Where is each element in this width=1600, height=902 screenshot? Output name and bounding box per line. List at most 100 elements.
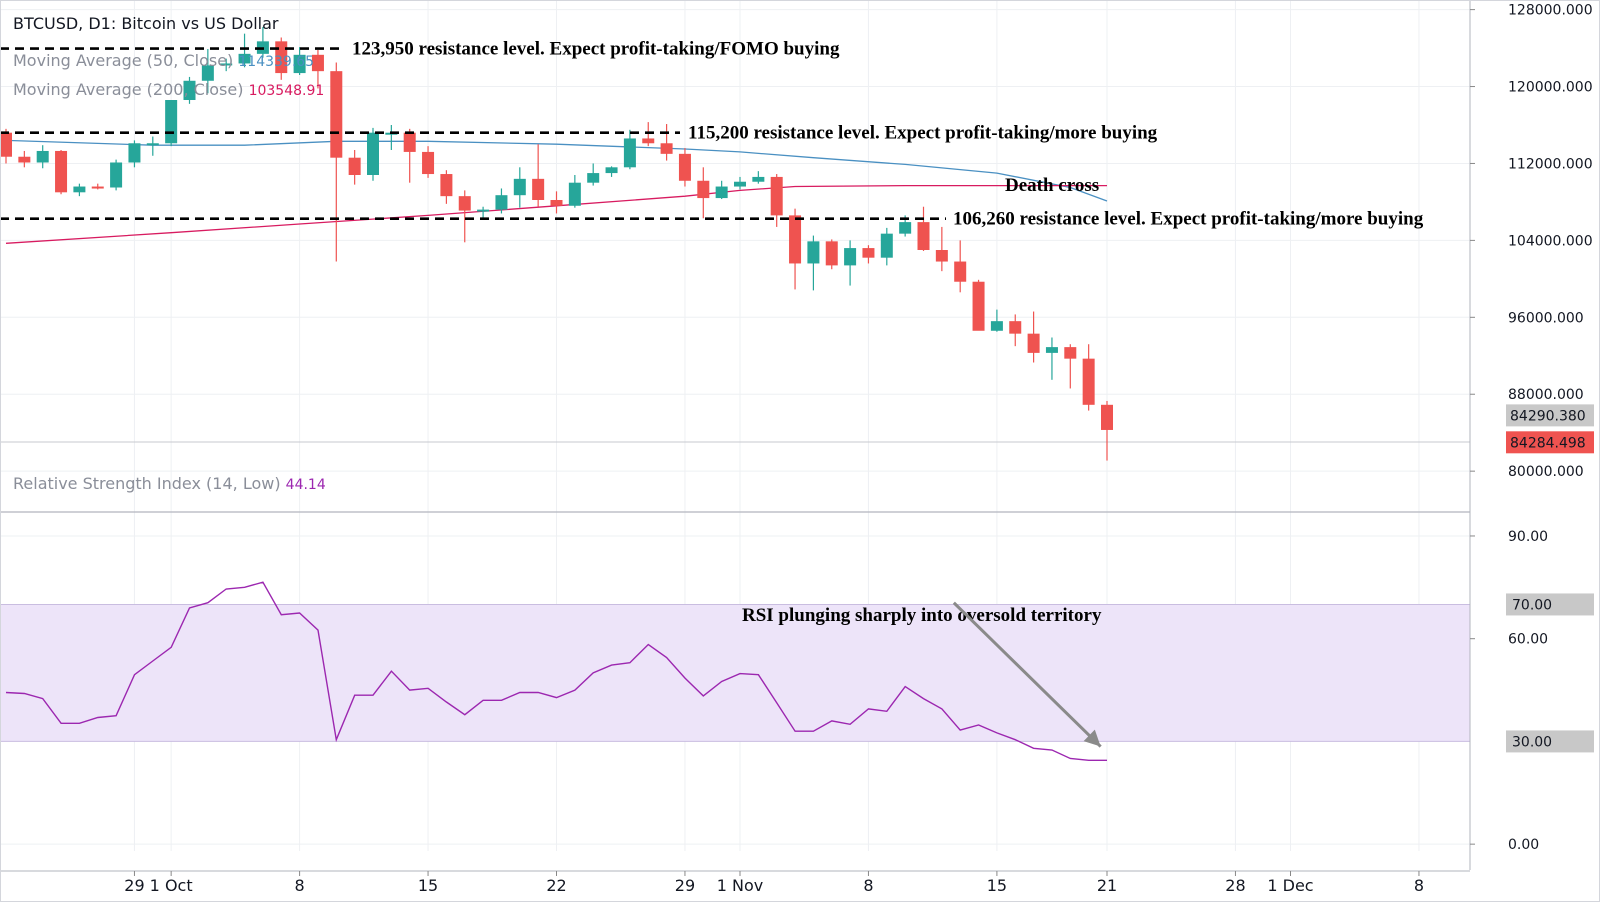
price-axis-label: 96000.000 (1508, 310, 1584, 326)
candle-body (18, 156, 31, 163)
candle (238, 33, 251, 68)
candle-body (880, 233, 893, 258)
candle-body (91, 186, 104, 189)
candle-body (477, 209, 490, 212)
ma200-legend-label: Moving Average (200, Close) (13, 80, 244, 99)
candle-body (220, 63, 233, 66)
candle (954, 240, 967, 293)
price-axis-label: 128000.000 (1508, 3, 1593, 19)
candle-body (183, 80, 196, 100)
candle (1064, 344, 1077, 389)
candle (513, 167, 526, 208)
candle (146, 136, 159, 156)
candle-body (568, 182, 581, 206)
candle (311, 50, 324, 89)
candle (605, 166, 618, 177)
time-axis-label: 8 (1414, 876, 1424, 895)
time-axis-label: 1 Nov (717, 876, 764, 895)
candle (477, 206, 490, 219)
price-axis-label: 88000.000 (1508, 387, 1584, 403)
candle (165, 100, 178, 147)
candle (550, 191, 563, 214)
candle (587, 163, 600, 186)
candle (1045, 337, 1058, 380)
candle-body (752, 176, 765, 182)
candle-body (238, 53, 251, 64)
candle (385, 125, 398, 150)
candle-body (623, 138, 636, 168)
price-tag-box (1506, 431, 1594, 454)
rsi-arrow-shaft (952, 601, 1102, 748)
annotations: Death cross RSI plunging sharply into ove… (742, 175, 1102, 748)
rsi-polyline (5, 581, 1107, 761)
resistance-label: 115,200 resistance level. Expect profit-… (688, 123, 1158, 144)
candle-body (789, 215, 802, 264)
candle-body (715, 186, 728, 199)
price-axis-label: 80000.000 (1508, 464, 1584, 480)
rsi-band-tag-label: 30.00 (1512, 734, 1552, 750)
candle (862, 245, 875, 264)
time-axis-label: 29 (675, 876, 695, 895)
candle-body (605, 167, 618, 174)
candle (201, 49, 214, 94)
chart-title: BTCUSD, D1: Bitcoin vs US Dollar (13, 14, 279, 33)
candle (1101, 400, 1113, 461)
time-axis: 29 1 Oct 8 15 22 29 1 Nov 8 15 21 28 1 Dec 8 (124, 871, 1424, 895)
candle (403, 128, 416, 183)
candle-body (110, 162, 123, 188)
candle (807, 235, 820, 291)
candle (917, 206, 930, 251)
time-axis-label: 8 (295, 876, 305, 895)
candle-body (642, 138, 655, 144)
time-axis-label: 29 (124, 876, 144, 895)
candle-body (0, 132, 12, 157)
candle (734, 176, 746, 190)
candle-body (36, 150, 49, 163)
resistance-label: 106,260 resistance level. Expect profit-… (953, 209, 1424, 230)
rsi-band-tag-box (1506, 593, 1594, 616)
rsi-band-fill (0, 604, 1470, 742)
candle-body (422, 151, 435, 175)
candle (348, 150, 361, 185)
candle-body (440, 174, 453, 197)
candle-body (55, 150, 68, 193)
candle (18, 150, 31, 168)
price-tag-box (1506, 404, 1594, 427)
ma200-legend-value: 103548.91 (248, 83, 325, 99)
candle (880, 227, 893, 266)
ma50-legend-label: Moving Average (50, Close) (13, 51, 234, 70)
rsi-legend: Relative Strength Index (14, Low) 44.14 (13, 474, 326, 493)
candle-body (1082, 358, 1095, 405)
candle-body (807, 241, 820, 264)
rsi-band-tag-box (1506, 730, 1594, 753)
candle (715, 180, 728, 200)
candle-body (660, 143, 673, 154)
candle-body (330, 71, 343, 158)
price-axis-label: 120000.000 (1508, 80, 1593, 96)
candle-body (990, 321, 1003, 331)
candle-body (73, 186, 86, 193)
candle-body (1064, 347, 1077, 359)
candle-body (201, 65, 214, 81)
candle (293, 47, 306, 75)
rsi-axis-label: 90.00 (1508, 529, 1548, 545)
candle-body (917, 222, 930, 250)
candle (623, 129, 636, 170)
resistance-label: 123,950 resistance level. Expect profit-… (352, 39, 840, 60)
rsi-band-tag-label: 70.00 (1512, 597, 1552, 613)
price-axis-label: 104000.000 (1508, 233, 1593, 249)
candle-body (513, 178, 526, 196)
rsi-line (5, 581, 1107, 761)
price-axis: 80000.000 88000.000 96000.000 104000.000 112… (1470, 3, 1594, 853)
candle (73, 183, 86, 197)
candle (440, 170, 453, 204)
candle (532, 144, 545, 207)
candle (128, 140, 141, 168)
candle-body (1101, 404, 1113, 430)
candle-body (128, 143, 141, 163)
candle-body (678, 153, 691, 181)
time-axis-label: 21 (1097, 876, 1117, 895)
time-axis-label: 15 (987, 876, 1007, 895)
candle-body (697, 180, 710, 199)
